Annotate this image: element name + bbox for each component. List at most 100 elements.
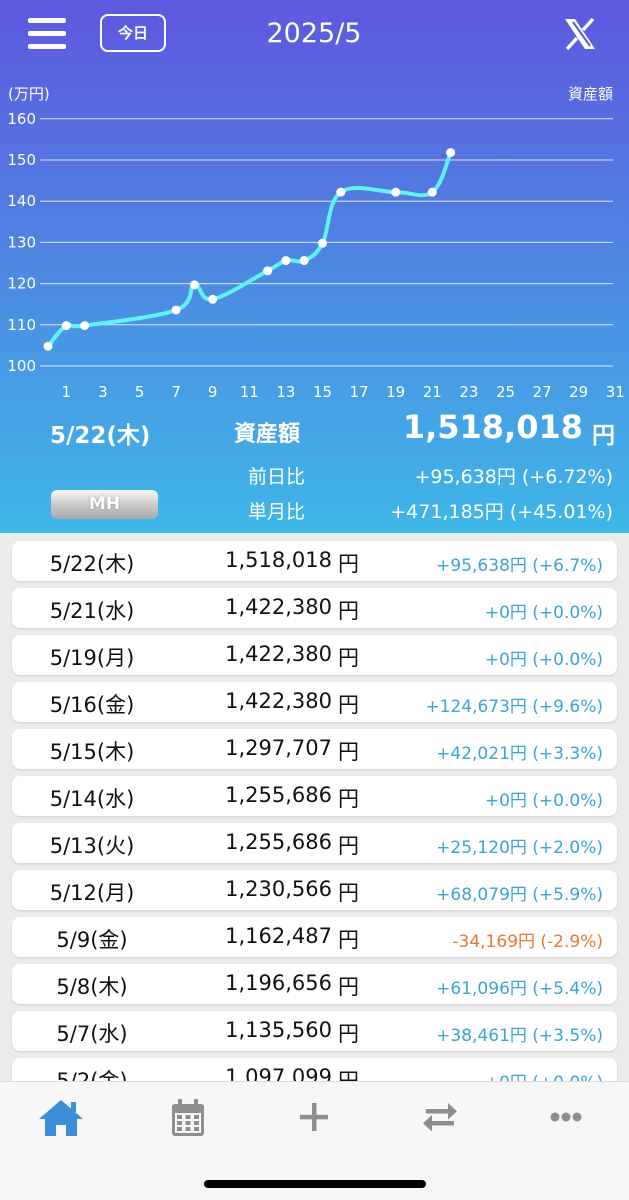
list-row[interactable]: 5/19(月) 1,422,380 円 +0円 (+0.0%) [12, 635, 617, 675]
row-change: +68,079円 (+5.9%) [436, 885, 603, 905]
x-tick-label: 19 [386, 383, 405, 401]
y-tick-label: 160 [7, 110, 36, 128]
x-tick-label: 25 [496, 383, 515, 401]
x-tick-label: 23 [459, 383, 478, 401]
row-value: 1,135,560 [225, 1018, 332, 1042]
row-date: 5/12(月) [49, 881, 135, 905]
x-tick-label: 11 [240, 383, 259, 401]
row-value: 1,255,686 [225, 830, 332, 854]
header-panel: 今日 2025/5 (万円) 資産額 100 110 120 130 140 150 160… [0, 0, 629, 533]
x-tick-label: 15 [313, 383, 332, 401]
mh-button[interactable]: MH [51, 490, 158, 519]
x-tick-label: 21 [423, 383, 442, 401]
row-change: +38,461円 (+3.5%) [436, 1026, 603, 1046]
summary-label: 資産額 [234, 422, 301, 447]
list-row[interactable]: 5/9(金) 1,162,487 円 -34,169円 (-2.9%) [12, 917, 617, 957]
row-unit: 円 [338, 928, 359, 952]
y-tick-label: 100 [7, 357, 36, 375]
row-unit: 円 [338, 693, 359, 717]
prev-day-value: +95,638円 (+6.72%) [414, 466, 613, 488]
list-row[interactable]: 5/13(火) 1,255,686 円 +25,120円 (+2.0%) [12, 823, 617, 863]
x-tick-label: 29 [569, 383, 588, 401]
row-value: 1,162,487 [225, 924, 332, 948]
y-tick-label: 110 [7, 316, 36, 334]
row-date: 5/19(月) [49, 646, 135, 670]
today-button[interactable]: 今日 [100, 14, 166, 52]
y-tick-label: 150 [7, 151, 36, 169]
x-tick-label: 7 [171, 383, 181, 401]
data-point [391, 187, 401, 197]
row-value: 1,230,566 [225, 877, 332, 901]
menu-icon[interactable] [28, 18, 66, 50]
x-tick-label: 9 [208, 383, 218, 401]
data-point [171, 305, 181, 315]
row-change: +0円 (+0.0%) [484, 650, 603, 670]
row-date: 5/21(水) [49, 599, 135, 623]
list-row[interactable]: 5/12(月) 1,230,566 円 +68,079円 (+5.9%) [12, 870, 617, 910]
data-point [208, 294, 218, 304]
data-point [189, 280, 199, 290]
x-tick-label: 1 [62, 383, 72, 401]
month-change-value: +471,185円 (+45.01%) [390, 501, 613, 523]
summary-unit: 円 [592, 423, 615, 449]
series-label: 資産額 [568, 85, 613, 103]
plus-icon[interactable] [284, 1092, 344, 1142]
row-change: +0円 (+0.0%) [484, 603, 603, 623]
row-change: +25,120円 (+2.0%) [436, 838, 603, 858]
data-point [80, 321, 90, 331]
data-point [318, 238, 327, 248]
data-point [336, 187, 346, 197]
more-icon[interactable] [536, 1092, 596, 1142]
x-share-icon[interactable] [562, 16, 598, 52]
row-change: +0円 (+0.0%) [485, 1068, 603, 1081]
list-row[interactable]: 5/14(水) 1,255,686 円 +0円 (+0.0%) [12, 776, 617, 816]
month-title: 2025/5 [266, 18, 362, 49]
y-axis-unit-label: (万円) [8, 85, 50, 103]
list-row[interactable]: 5/7(水) 1,135,560 円 +38,461円 (+3.5%) [12, 1011, 617, 1051]
home-indicator [204, 1180, 426, 1188]
home-icon[interactable] [31, 1092, 91, 1142]
row-unit: 円 [338, 1022, 359, 1046]
row-unit: 円 [338, 646, 359, 670]
summary-date: 5/22(木) [50, 423, 151, 449]
row-date: 5/13(火) [49, 834, 135, 858]
data-point [299, 256, 309, 266]
row-value: 1,196,656 [225, 971, 332, 995]
row-unit: 円 [338, 552, 359, 576]
row-value: 1,422,380 [225, 595, 332, 619]
row-date: 5/14(水) [49, 787, 135, 811]
transfer-icon[interactable] [410, 1092, 470, 1142]
list-row[interactable]: 5/2(金) 1,097,099 円 +0円 (+0.0%) [12, 1058, 617, 1081]
row-date: 5/7(水) [56, 1022, 128, 1046]
row-change: +124,673円 (+9.6%) [425, 697, 603, 717]
list-row[interactable]: 5/21(水) 1,422,380 円 +0円 (+0.0%) [12, 588, 617, 628]
summary-value: 1,518,018 [402, 408, 583, 446]
row-change: +42,021円 (+3.3%) [436, 744, 603, 764]
list-row[interactable]: 5/22(木) 1,518,018 円 +95,638円 (+6.7%) [12, 541, 617, 581]
row-unit: 円 [338, 1069, 359, 1081]
daily-list[interactable]: 5/22(木) 1,518,018 円 +95,638円 (+6.7%) 5/21(水)… [0, 533, 629, 1081]
row-change: +0円 (+0.0%) [484, 791, 603, 811]
row-date: 5/15(木) [49, 740, 135, 764]
x-tick-label: 5 [135, 383, 145, 401]
list-row[interactable]: 5/15(木) 1,297,707 円 +42,021円 (+3.3%) [12, 729, 617, 769]
row-unit: 円 [338, 787, 359, 811]
x-tick-label: 17 [350, 383, 369, 401]
data-point [61, 321, 71, 331]
row-date: 5/9(金) [56, 928, 128, 952]
list-row[interactable]: 5/8(木) 1,196,656 円 +61,096円 (+5.4%) [12, 964, 617, 1004]
y-tick-label: 130 [7, 233, 36, 251]
row-value: 1,255,686 [225, 783, 332, 807]
x-tick-label: 31 [606, 383, 625, 401]
calendar-icon[interactable] [158, 1092, 218, 1142]
row-value: 1,422,380 [225, 642, 332, 666]
list-row[interactable]: 5/16(金) 1,422,380 円 +124,673円 (+9.6%) [12, 682, 617, 722]
row-unit: 円 [338, 834, 359, 858]
row-unit: 円 [338, 599, 359, 623]
row-date: 5/22(木) [49, 552, 135, 576]
prev-day-label: 前日比 [248, 466, 306, 488]
row-value: 1,518,018 [225, 548, 332, 572]
row-change: -34,169円 (-2.9%) [452, 932, 603, 952]
row-value: 1,422,380 [225, 689, 332, 713]
data-point [446, 148, 456, 158]
